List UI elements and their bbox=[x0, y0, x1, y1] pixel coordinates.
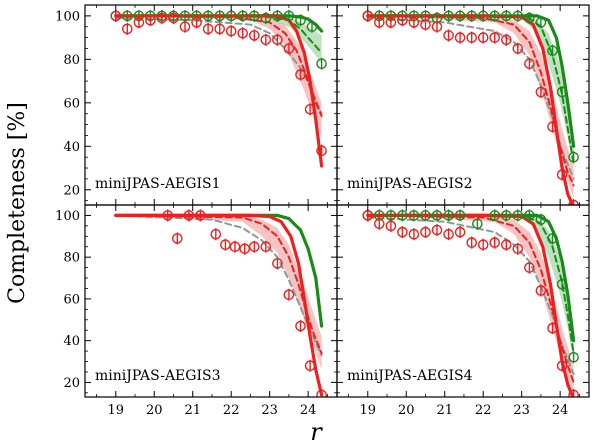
y-tick-label: 80 bbox=[63, 251, 80, 266]
x-tick-label: 19 bbox=[108, 403, 125, 418]
grey-dashed-model-line bbox=[114, 17, 323, 115]
y-tick-label: 40 bbox=[63, 140, 80, 155]
y-tick-label: 80 bbox=[63, 53, 80, 68]
y-tick-label: 40 bbox=[63, 334, 80, 349]
red-confidence-band bbox=[115, 15, 322, 138]
panel-1: 20 40 60 80 100 miniJPAS-AEGIS1 bbox=[55, 4, 338, 206]
y-tick-label: 100 bbox=[55, 9, 80, 24]
x-tick-label: 24 bbox=[300, 403, 317, 418]
red-solid-model-line bbox=[366, 14, 575, 205]
plot-area bbox=[362, 209, 579, 397]
panel-frame bbox=[336, 204, 590, 398]
x-tick-label: 19 bbox=[360, 403, 377, 418]
panel-label: miniJPAS-AEGIS1 bbox=[95, 176, 220, 192]
red-dashed-model-line bbox=[114, 14, 323, 117]
red-dashed-model-line bbox=[114, 214, 323, 355]
plot-area bbox=[110, 9, 327, 168]
x-tick-label: 22 bbox=[475, 403, 492, 418]
x-tick-label: 23 bbox=[513, 403, 530, 418]
y-tick-label: 100 bbox=[55, 209, 80, 224]
x-tick-label: 23 bbox=[261, 403, 278, 418]
x-tick-label: 20 bbox=[398, 403, 415, 418]
x-tick-label: 21 bbox=[184, 403, 201, 418]
panel-3: 19 20 21 22 23 24 20 40 60 80 100 miniJPAS-AEGIS3 bbox=[55, 204, 338, 418]
panel-label: miniJPAS-AEGIS4 bbox=[347, 368, 473, 384]
y-tick-label: 20 bbox=[63, 183, 80, 198]
x-tick-label: 24 bbox=[552, 403, 569, 418]
x-tick-label: 20 bbox=[146, 403, 163, 418]
panel-2: miniJPAS-AEGIS2 bbox=[336, 4, 590, 206]
y-tick-label: 60 bbox=[63, 96, 80, 111]
panel-label: miniJPAS-AEGIS2 bbox=[347, 176, 472, 192]
panel-label: miniJPAS-AEGIS3 bbox=[95, 368, 220, 384]
y-tick-label: 60 bbox=[63, 292, 80, 307]
x-tick-label: 21 bbox=[436, 403, 453, 418]
y-tick-label: 20 bbox=[63, 376, 80, 391]
plot-area bbox=[114, 209, 327, 397]
red-solid-model-line bbox=[366, 213, 575, 397]
x-tick-label: 22 bbox=[223, 403, 240, 418]
red-solid-model-line bbox=[114, 213, 324, 397]
panel-4: 19 20 21 22 23 24 miniJPAS-AEGIS4 bbox=[336, 204, 590, 418]
y-axis-title: Completeness [%] bbox=[5, 102, 30, 304]
x-axis-title: r bbox=[310, 418, 323, 445]
